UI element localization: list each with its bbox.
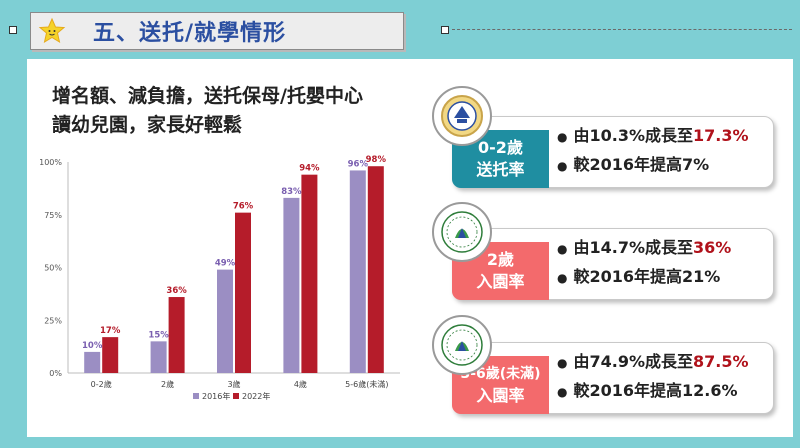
bar-2016 <box>217 269 233 373</box>
bar-2022 <box>168 297 185 373</box>
data-label: 49% <box>215 259 236 269</box>
growth-value: 17.3% <box>693 126 749 145</box>
card-line-growth: ● 由14.7%成長至36% <box>557 234 731 263</box>
legend-label: 2022年 <box>242 391 270 401</box>
y-tick-label: 75% <box>44 211 62 220</box>
card-tag-age: 3-6歲(未滿) <box>460 366 541 382</box>
card-tag-rate: 入園率 <box>476 386 525 405</box>
legend-label: 2016年 <box>202 391 230 401</box>
growth-prefix: 由10.3%成長至 <box>573 126 693 145</box>
headline-line-2: 讀幼兒園，家長好輕鬆 <box>52 114 243 136</box>
y-tick-label: 50% <box>44 264 62 273</box>
data-label: 96% <box>348 159 369 169</box>
dotted-divider <box>452 29 792 30</box>
data-label: 83% <box>281 187 302 197</box>
star-icon <box>37 16 67 46</box>
bar-2022 <box>367 166 384 373</box>
bullet-icon: ● <box>557 385 568 399</box>
bar-2016 <box>349 170 366 373</box>
increase-text: 較2016年提高12.6% <box>573 381 738 400</box>
bar-2016 <box>283 197 300 373</box>
data-label: 94% <box>299 164 320 174</box>
y-tick-label: 0% <box>49 369 62 378</box>
card-tag-rate: 入園率 <box>476 272 525 291</box>
headline: 增名額、減負擔，送托保母/托嬰中心 讀幼兒園，家長好輕鬆 <box>52 82 363 140</box>
data-label: 17% <box>100 326 121 336</box>
legend-swatch <box>233 393 239 399</box>
card-3-6: 3-6歲(未滿) 入園率 ● 由74.9%成長至87.5% ● 較2016年提高12… <box>452 342 774 414</box>
bar-chart: 0% 25% 50% 75% 100% 10% 17% 0-2歲 15% 36% 2歲 49% 76% 3… <box>39 155 400 401</box>
bullet-icon: ● <box>557 242 568 256</box>
data-label: 98% <box>366 155 387 165</box>
card-2: 2歲 入園率 ● 由14.7%成長至36% ● 較2016年提高21% <box>452 228 774 300</box>
data-label: 76% <box>233 202 254 212</box>
x-tick-label: 3歲 <box>227 379 240 389</box>
selection-handle-right[interactable] <box>441 26 449 34</box>
y-tick-label: 25% <box>44 316 62 325</box>
card-line-growth: ● 由74.9%成長至87.5% <box>557 348 749 377</box>
increase-text: 較2016年提高7% <box>573 155 710 174</box>
bar-2022 <box>235 212 251 373</box>
page-title: 五、送托/就學情形 <box>93 21 287 46</box>
card-line-increase: ● 較2016年提高7% <box>557 151 749 180</box>
education-emblem-icon <box>432 202 492 262</box>
title-bar: 五、送托/就學情形 <box>30 12 404 50</box>
y-tick-label: 100% <box>39 158 62 167</box>
education-emblem-icon-2 <box>432 315 492 375</box>
bullet-icon: ● <box>557 159 568 173</box>
card-tag-age: 2歲 <box>486 250 515 269</box>
bar-2016 <box>84 351 101 373</box>
data-label: 36% <box>166 286 187 296</box>
growth-prefix: 由74.9%成長至 <box>573 352 693 371</box>
bar-2016 <box>150 341 167 373</box>
growth-prefix: 由14.7%成長至 <box>573 238 693 257</box>
card-tag-age: 0-2歲 <box>478 138 523 157</box>
increase-text: 較2016年提高21% <box>573 267 721 286</box>
bullet-icon: ● <box>557 271 568 285</box>
x-tick-label: 4歲 <box>294 379 307 389</box>
headline-line-1: 增名額、減負擔，送托保母/托嬰中心 <box>52 85 363 107</box>
data-label: 15% <box>148 330 169 340</box>
card-tag-rate: 送托率 <box>476 160 525 179</box>
card-0-2: 0-2歲 送托率 ● 由10.3%成長至17.3% ● 較2016年提高7% <box>452 116 774 188</box>
bullet-icon: ● <box>557 356 568 370</box>
x-tick-label: 0-2歲 <box>91 379 112 389</box>
bullet-icon: ● <box>557 130 568 144</box>
bar-2022 <box>102 337 119 373</box>
x-tick-label: 2歲 <box>161 379 174 389</box>
selection-handle-left[interactable] <box>9 26 17 34</box>
bar-2022 <box>301 174 318 373</box>
card-line-increase: ● 較2016年提高12.6% <box>557 377 749 406</box>
growth-value: 87.5% <box>693 352 749 371</box>
data-label: 10% <box>82 341 103 351</box>
ministry-emblem-icon <box>432 86 492 146</box>
growth-value: 36% <box>693 238 732 257</box>
x-tick-label: 5-6歲(未滿) <box>345 379 388 389</box>
legend-swatch <box>193 393 199 399</box>
card-line-growth: ● 由10.3%成長至17.3% <box>557 122 749 151</box>
card-line-increase: ● 較2016年提高21% <box>557 263 731 292</box>
